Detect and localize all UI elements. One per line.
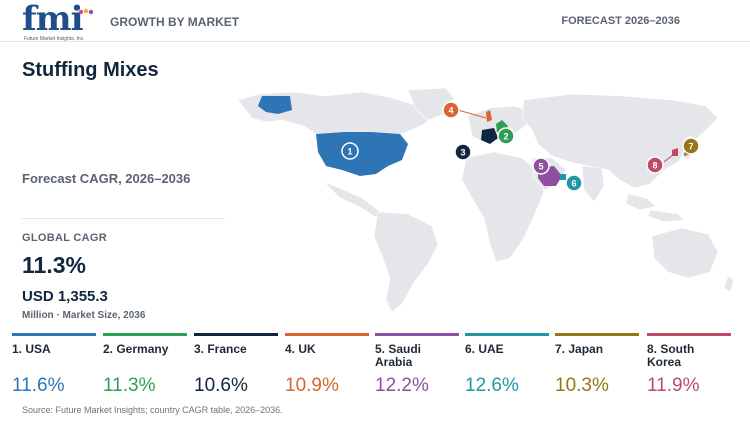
- country-name: 2. Germany: [103, 342, 169, 356]
- divider: [22, 218, 225, 219]
- country-name: 4. UK: [285, 342, 316, 356]
- country-cards: 1. USA 11.6% 2. Germany 11.3% 3. France …: [12, 333, 740, 399]
- country-name: 3. France: [194, 342, 247, 356]
- marker-france: 3: [454, 143, 472, 161]
- marker-germany: 2: [497, 127, 515, 145]
- country-cagr: 10.3%: [555, 375, 609, 396]
- france-shape: [481, 128, 498, 144]
- south-korea-connector: [663, 153, 675, 163]
- card-accent-bar: [375, 333, 459, 336]
- svg-text:4: 4: [448, 106, 453, 116]
- country-card-france[interactable]: 3. France 10.6%: [194, 333, 278, 399]
- world-map: 1 2 3 4 5 6 7 8: [237, 87, 735, 313]
- country-name: 7. Japan: [555, 342, 604, 356]
- card-accent-bar: [555, 333, 639, 336]
- country-cagr: 10.6%: [194, 375, 248, 396]
- marker-saudi-arabia: 5: [532, 157, 550, 175]
- global-cagr-label: GLOBAL CAGR: [22, 232, 107, 244]
- svg-text:1: 1: [347, 147, 352, 157]
- fmi-logo[interactable]: fmi Future Market Insights, Inc.: [22, 2, 94, 42]
- country-card-south-korea[interactable]: 8. South Korea 11.9%: [647, 333, 731, 399]
- svg-text:6: 6: [571, 179, 576, 189]
- market-size-value: USD 1,355.3: [22, 288, 108, 305]
- forecast-cagr-subtitle: Forecast CAGR, 2026–2036: [22, 171, 191, 186]
- source-note: Source: Future Market Insights; country …: [22, 405, 283, 415]
- header-bar: fmi Future Market Insights, Inc. GROWTH …: [0, 0, 750, 42]
- marker-usa: 1: [341, 142, 359, 160]
- country-cagr: 10.9%: [285, 375, 339, 396]
- marker-south-korea: 8: [646, 156, 664, 174]
- country-name: 1. USA: [12, 342, 51, 356]
- country-card-japan[interactable]: 7. Japan 10.3%: [555, 333, 639, 399]
- country-cagr: 11.3%: [103, 375, 156, 396]
- forecast-period-label: FORECAST 2026–2036: [561, 15, 680, 27]
- country-name: 6. UAE: [465, 342, 504, 356]
- page-title: Stuffing Mixes: [22, 59, 159, 81]
- marker-japan: 7: [682, 137, 700, 155]
- svg-text:5: 5: [538, 162, 543, 172]
- logo-people-icon: [78, 8, 94, 15]
- global-cagr-value: 11.3%: [22, 252, 86, 278]
- svg-text:3: 3: [460, 148, 465, 158]
- card-accent-bar: [12, 333, 96, 336]
- growth-by-market-label: GROWTH BY MARKET: [110, 15, 240, 29]
- marker-uae: 6: [565, 174, 583, 192]
- country-card-uae[interactable]: 6. UAE 12.6%: [465, 333, 549, 399]
- card-accent-bar: [285, 333, 369, 336]
- card-accent-bar: [194, 333, 278, 336]
- country-card-usa[interactable]: 1. USA 11.6%: [12, 333, 96, 399]
- logo-wordmark: fmi: [22, 0, 84, 39]
- uk-shape: [486, 110, 492, 122]
- usa-shape: [316, 132, 408, 176]
- landmass-layer: [237, 87, 735, 313]
- card-accent-bar: [103, 333, 187, 336]
- uk-connector: [457, 109, 487, 119]
- usa-alaska-shape: [258, 96, 292, 114]
- svg-text:2: 2: [503, 132, 508, 142]
- country-card-saudi-arabia[interactable]: 5. Saudi Arabia 12.2%: [375, 333, 459, 399]
- marker-uk: 4: [442, 101, 460, 119]
- logo-tagline: Future Market Insights, Inc.: [24, 36, 85, 42]
- market-size-caption: Million · Market Size, 2036: [22, 310, 146, 321]
- country-cagr: 12.6%: [465, 375, 519, 396]
- country-card-germany[interactable]: 2. Germany 11.3%: [103, 333, 187, 399]
- country-name: 8. South Korea: [647, 342, 695, 369]
- country-card-uk[interactable]: 4. UK 10.9%: [285, 333, 369, 399]
- country-cagr: 11.6%: [12, 375, 65, 396]
- country-cagr: 11.9%: [647, 375, 700, 396]
- svg-text:7: 7: [688, 142, 693, 152]
- card-accent-bar: [647, 333, 731, 336]
- svg-text:8: 8: [652, 161, 657, 171]
- country-cagr: 12.2%: [375, 375, 429, 396]
- country-name: 5. Saudi Arabia: [375, 342, 422, 369]
- card-accent-bar: [465, 333, 549, 336]
